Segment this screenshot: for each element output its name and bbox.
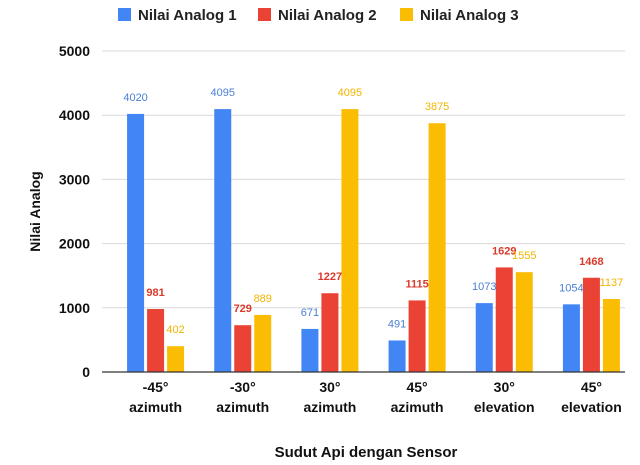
bar-1-4 [388, 340, 406, 372]
x-tick-label: 30° [319, 379, 340, 395]
bar-3-4 [428, 123, 446, 372]
data-label-3-3: 4095 [338, 87, 362, 99]
bar-2-5 [495, 267, 513, 372]
bar-2-6 [582, 277, 600, 372]
legend-swatch-1 [118, 8, 131, 21]
data-label-1-2: 4095 [211, 87, 235, 99]
bar-3-2 [254, 314, 272, 372]
legend-label-3: Nilai Analog 3 [420, 7, 519, 24]
data-label-2-3: 1227 [318, 271, 342, 283]
data-label-2-4: 1115 [405, 278, 428, 290]
bar-1-1 [127, 113, 145, 372]
bar-2-2 [234, 325, 252, 372]
x-axis-ticks: -45° azimuth -30° azimuth 30° azimuth 45° azimu… [129, 379, 622, 415]
y-tick-label: 0 [82, 364, 90, 380]
legend-swatch-3 [400, 8, 413, 21]
data-label-1-5: 1073 [472, 281, 496, 293]
data-label-3-2: 889 [254, 293, 272, 305]
data-label-1-4: 491 [388, 318, 406, 330]
y-tick-label: 1000 [59, 300, 90, 316]
x-tick-label: azimuth [391, 399, 444, 415]
bar-3-6 [602, 299, 620, 372]
bar-2-3 [321, 293, 339, 372]
legend-label-2: Nilai Analog 2 [278, 7, 377, 24]
bar-3-3 [341, 109, 359, 372]
x-tick-label: 30° [494, 379, 515, 395]
gridlines [102, 50, 625, 309]
y-tick-label: 2000 [59, 236, 90, 252]
data-label-2-2: 729 [234, 303, 252, 315]
x-tick-label: azimuth [216, 399, 269, 415]
legend-label-1: Nilai Analog 1 [138, 7, 237, 24]
bar-1-2 [214, 109, 232, 372]
bar-1-5 [475, 303, 493, 372]
y-tick-label: 3000 [59, 171, 90, 187]
bars [127, 109, 620, 372]
data-label-3-1: 402 [166, 324, 184, 336]
data-label-2-6: 1468 [579, 256, 603, 268]
x-tick-label: elevation [561, 399, 622, 415]
bar-3-1 [167, 346, 185, 372]
data-label-3-5: 1555 [512, 250, 536, 262]
x-tick-label: -30° [230, 379, 256, 395]
x-tick-label: azimuth [303, 399, 356, 415]
bar-2-4 [408, 300, 426, 372]
y-tick-label: 4000 [59, 107, 90, 123]
data-label-1-6: 1054 [559, 282, 583, 294]
data-label-1-3: 671 [301, 307, 319, 319]
bar-1-6 [562, 304, 580, 372]
data-label-1-1: 4020 [123, 92, 147, 104]
bar-1-3 [301, 328, 319, 372]
data-label-2-5: 1629 [492, 245, 516, 257]
x-axis-title: Sudut Api dengan Sensor [275, 444, 458, 461]
data-label-3-4: 3875 [425, 101, 449, 113]
x-tick-label: azimuth [129, 399, 182, 415]
x-tick-label: -45° [143, 379, 169, 395]
legend: Nilai Analog 1 Nilai Analog 2 Nilai Analog… [118, 7, 519, 24]
y-axis-ticks: 0 1000 2000 3000 4000 5000 [59, 43, 90, 380]
y-axis-title: Nilai Analog [27, 171, 43, 251]
x-tick-label: 45° [406, 379, 427, 395]
legend-swatch-2 [258, 8, 271, 21]
x-tick-label: 45° [581, 379, 602, 395]
bar-2-1 [147, 309, 165, 372]
y-tick-label: 5000 [59, 43, 90, 59]
bar-3-5 [515, 272, 533, 372]
x-tick-label: elevation [474, 399, 535, 415]
data-label-2-1: 981 [146, 287, 164, 299]
data-label-3-6: 1137 [600, 277, 624, 289]
